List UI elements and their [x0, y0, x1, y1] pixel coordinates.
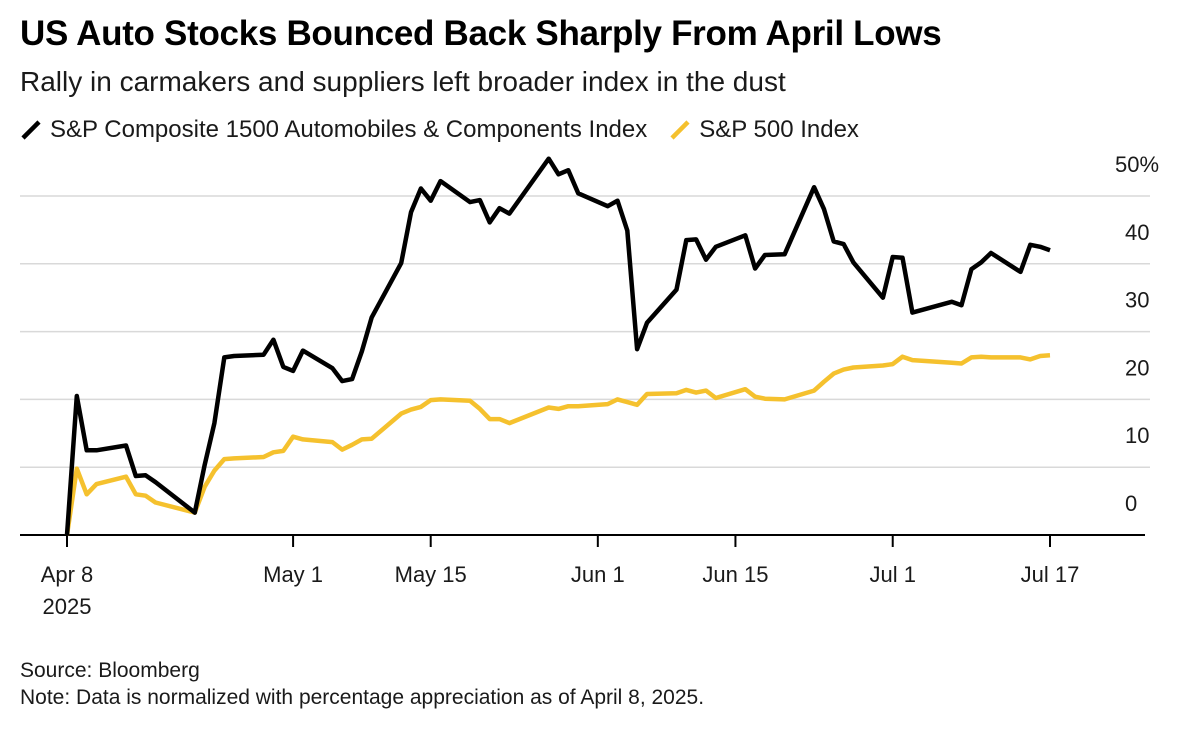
x-tick-label-2025-06-01: Jun 1 [571, 562, 625, 587]
legend-swatch-sp500 [670, 120, 690, 140]
x-tick-label-2025-05-01: May 1 [263, 562, 323, 587]
legend-item-sp500: S&P 500 Index [669, 116, 859, 144]
legend-label-auto: S&P Composite 1500 Automobiles & Compone… [50, 116, 648, 143]
chart-subtitle: Rally in carmakers and suppliers left br… [20, 66, 786, 97]
legend-swatch-auto [21, 120, 41, 140]
methodology-note: Note: Data is normalized with percentage… [20, 686, 705, 709]
y-tick-label-10: 10 [1125, 423, 1149, 448]
y-tick-label-50: 50% [1115, 152, 1159, 177]
x-tick-label-2025-04-08: Apr 8 2025 [41, 562, 94, 619]
y-tick-label-40: 40 [1125, 220, 1149, 245]
x-tick-label-2025-05-15: May 15 [395, 562, 467, 587]
x-tick-label-2025-07-01: Jul 1 [869, 562, 915, 587]
series-line-auto-index [64, 156, 1051, 536]
series-line-sp500 [64, 353, 1051, 536]
legend-item-auto: S&P Composite 1500 Automobiles & Compone… [20, 116, 647, 144]
y-tick-label-0: 0 [1125, 491, 1137, 516]
line-chart: 0 10 20 30 40 50% Apr 8 2025 May 1 May 15 Jun 1 Jun… [20, 152, 1159, 619]
x-tick-label-2025-07-17: Jul 17 [1021, 562, 1080, 587]
chart-legend: S&P Composite 1500 Automobiles & Compone… [20, 116, 881, 144]
y-tick-label-30: 30 [1125, 288, 1149, 313]
x-tick-label-2025-06-15: Jun 15 [702, 562, 768, 587]
source-note: Source: Bloomberg [20, 659, 200, 682]
y-tick-label-20: 20 [1125, 355, 1149, 380]
chart-title: US Auto Stocks Bounced Back Sharply From… [20, 14, 942, 53]
legend-label-sp500: S&P 500 Index [699, 116, 859, 143]
